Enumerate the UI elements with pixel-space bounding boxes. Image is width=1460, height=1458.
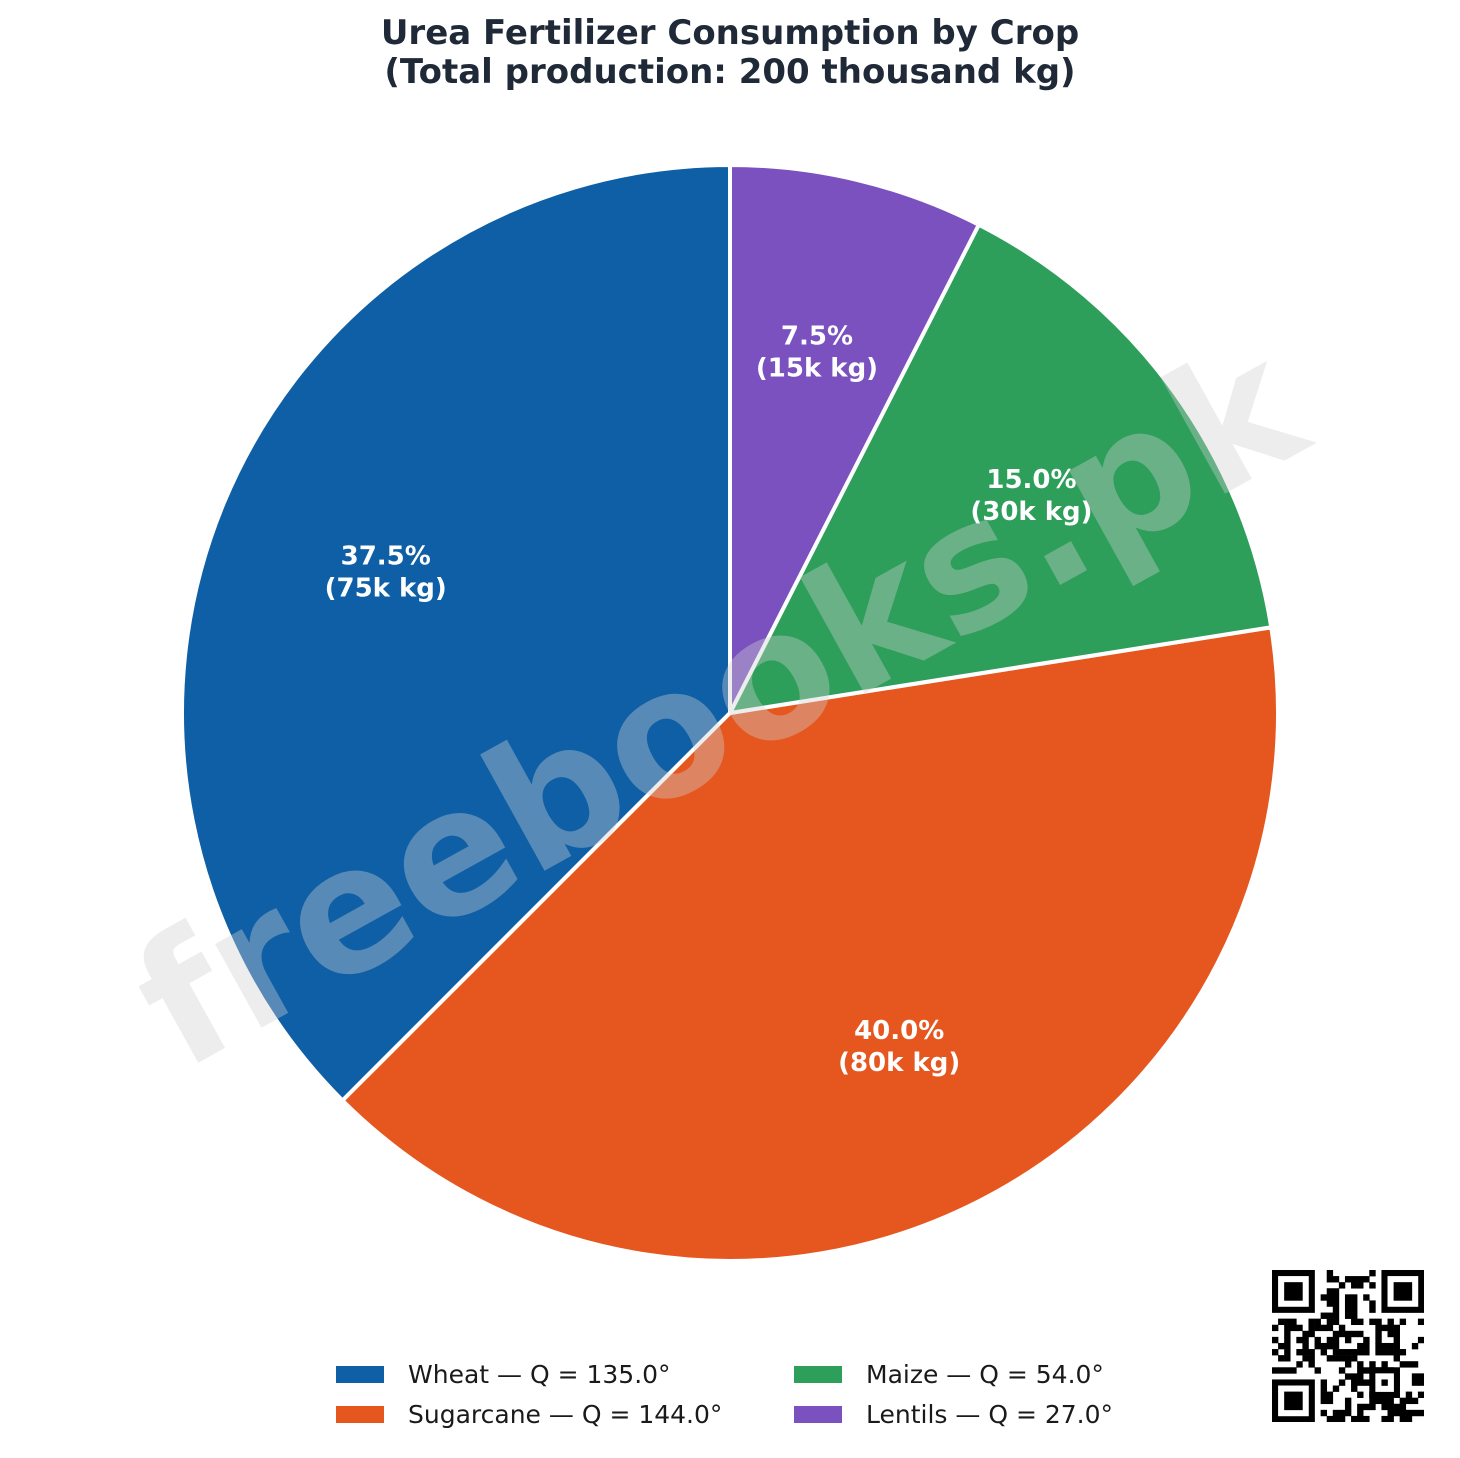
pie-slices: [180, 163, 1280, 1263]
legend-item-maize: Maize — Q = 54.0°: [794, 1354, 1104, 1394]
pie-slice-wheat: [180, 163, 732, 1103]
legend-item-sugarcane: Sugarcane — Q = 144.0°: [336, 1394, 722, 1434]
pie-slice-lentils: [728, 163, 981, 715]
pie-slice-sugarcane: [340, 625, 1280, 1263]
legend-item-lentils: Lentils — Q = 27.0°: [794, 1394, 1113, 1434]
chart-title-line-2: (Total production: 200 thousand kg): [384, 52, 1076, 92]
slice-label-line: 40.0%: [854, 1016, 944, 1046]
slice-label-line: (15k kg): [756, 354, 878, 384]
legend-label: Maize — Q = 54.0°: [866, 1359, 1104, 1389]
pie-slice-labels: 37.5% (75k kg) 40.0% (80k kg) 15.0% (30k kg) 7…: [325, 322, 1093, 1078]
slice-label-line: 37.5%: [341, 541, 431, 571]
legend-label: Sugarcane — Q = 144.0°: [408, 1399, 723, 1429]
slice-label-wheat: 37.5% (75k kg): [325, 541, 447, 603]
slice-label-lentils: 7.5% (15k kg): [756, 322, 878, 384]
slice-label-line: 7.5%: [781, 322, 853, 352]
qr-code-icon: [1272, 1270, 1424, 1422]
legend: Wheat — Q = 135.0° Sugarcane — Q = 144.0°…: [336, 1354, 1236, 1434]
slice-label-line: (75k kg): [325, 573, 447, 603]
legend-swatch: [794, 1405, 842, 1423]
legend-label: Lentils — Q = 27.0°: [866, 1399, 1114, 1429]
slice-label-maize: 15.0% (30k kg): [970, 465, 1092, 527]
legend-swatch: [794, 1365, 842, 1383]
slice-label-line: (30k kg): [970, 497, 1092, 527]
slice-label-line: (80k kg): [838, 1048, 960, 1078]
legend-swatch: [336, 1405, 384, 1423]
legend-item-wheat: Wheat — Q = 135.0°: [336, 1354, 671, 1394]
chart-title: Urea Fertilizer Consumption by Crop (Tot…: [0, 14, 1460, 92]
pie-slice-maize: [728, 222, 1274, 715]
chart-title-line-1: Urea Fertilizer Consumption by Crop: [380, 13, 1080, 53]
slice-label-sugarcane: 40.0% (80k kg): [838, 1016, 960, 1078]
legend-label: Wheat — Q = 135.0°: [408, 1359, 671, 1389]
legend-swatch: [336, 1365, 384, 1383]
slice-label-line: 15.0%: [986, 465, 1076, 495]
